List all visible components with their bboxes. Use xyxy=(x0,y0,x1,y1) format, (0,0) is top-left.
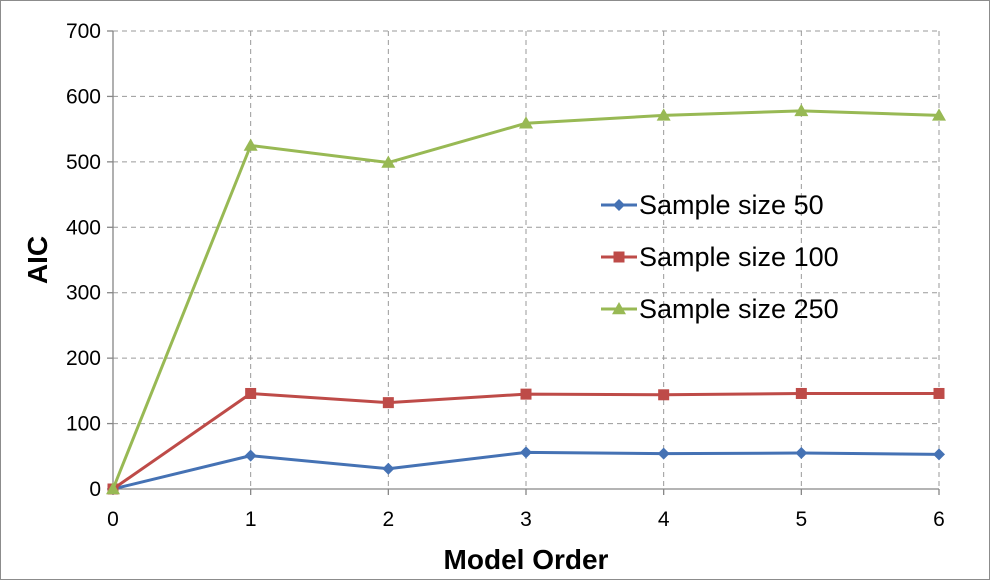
series-3 xyxy=(106,103,946,495)
data-point xyxy=(520,388,532,400)
x-tick-label: 4 xyxy=(658,508,670,531)
grid xyxy=(113,30,940,489)
y-axis-title: AIC xyxy=(22,236,53,284)
data-point xyxy=(244,449,257,462)
legend-marker xyxy=(613,251,625,263)
legend-label: Sample size 50 xyxy=(639,190,824,220)
tick-labels: 0 100 200 300 400 500 600 700 0 1 2 3 4 5 6 xyxy=(66,20,945,531)
data-point xyxy=(520,446,532,459)
y-tick-label: 400 xyxy=(66,216,101,239)
x-tick-label: 6 xyxy=(933,508,945,531)
data-point xyxy=(381,155,396,168)
y-tick-label: 0 xyxy=(89,478,101,501)
legend-marker xyxy=(613,199,625,211)
data-point xyxy=(932,108,946,121)
x-tick-label: 5 xyxy=(795,508,807,531)
legend: Sample size 50 Sample size 100 Sample size… xyxy=(601,190,839,324)
data-point xyxy=(382,397,394,409)
data-point xyxy=(382,462,395,475)
data-point xyxy=(795,447,808,460)
data-point xyxy=(795,387,807,399)
legend-label: Sample size 100 xyxy=(639,242,839,272)
y-tick-label: 500 xyxy=(66,151,101,174)
x-tick-label: 3 xyxy=(520,508,532,531)
y-tick-label: 600 xyxy=(66,85,101,108)
data-point xyxy=(245,387,257,399)
data-point xyxy=(933,448,945,461)
legend-label: Sample size 250 xyxy=(639,294,839,324)
data-point xyxy=(657,447,670,460)
y-tick-label: 200 xyxy=(66,347,101,370)
legend-item: Sample size 50 xyxy=(601,190,824,220)
data-point xyxy=(794,103,809,117)
series-lines xyxy=(106,103,946,495)
legend-marker xyxy=(612,302,626,315)
series-1 xyxy=(107,446,945,495)
data-point xyxy=(658,389,670,401)
data-point xyxy=(933,387,945,399)
data-point xyxy=(519,116,533,129)
x-tick-label: 0 xyxy=(107,508,119,531)
y-tick-label: 700 xyxy=(66,20,101,43)
data-point xyxy=(106,482,120,495)
x-tick-label: 1 xyxy=(245,508,257,531)
x-axis-title: Model Order xyxy=(444,544,609,575)
y-tick-label: 100 xyxy=(66,413,101,436)
y-tick-label: 300 xyxy=(66,282,101,305)
data-point xyxy=(656,108,671,121)
data-point xyxy=(243,138,258,151)
legend-item: Sample size 250 xyxy=(601,294,839,324)
x-tick-label: 2 xyxy=(382,508,394,531)
legend-item: Sample size 100 xyxy=(601,242,839,272)
